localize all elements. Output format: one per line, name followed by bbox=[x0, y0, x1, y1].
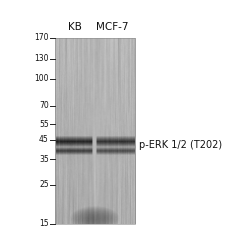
Text: 100: 100 bbox=[34, 74, 49, 83]
Text: 130: 130 bbox=[34, 54, 49, 63]
Text: p-ERK 1/2 (T202): p-ERK 1/2 (T202) bbox=[139, 140, 222, 150]
Text: 45: 45 bbox=[39, 135, 49, 144]
Text: MCF-7: MCF-7 bbox=[96, 22, 129, 32]
Text: KB: KB bbox=[68, 22, 82, 32]
Text: 70: 70 bbox=[39, 101, 49, 111]
Text: 35: 35 bbox=[39, 155, 49, 164]
Text: 170: 170 bbox=[34, 34, 49, 42]
Bar bbox=[55, 38, 135, 224]
Text: 15: 15 bbox=[39, 220, 49, 227]
Text: 55: 55 bbox=[39, 120, 49, 129]
Text: 25: 25 bbox=[39, 180, 49, 189]
